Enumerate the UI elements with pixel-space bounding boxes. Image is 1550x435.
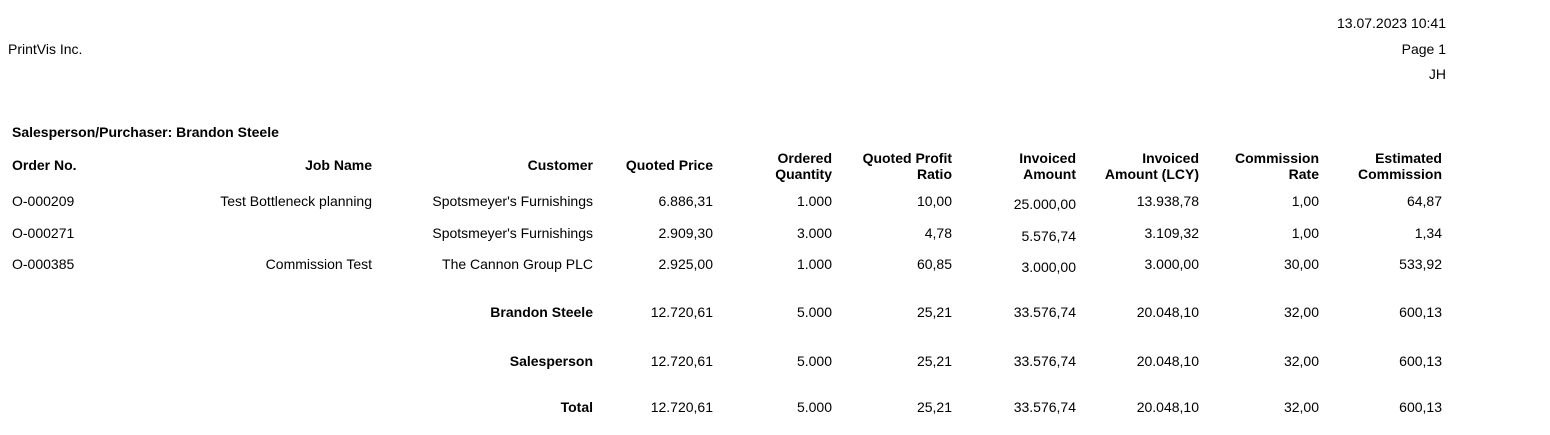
company-name: PrintVis Inc. (8, 41, 83, 57)
col-header-estimated-commission-line2: Commission (1357, 166, 1442, 182)
total-ordered-quantity: 5.000 (796, 304, 832, 320)
col-header-commission-rate: Commission Rate (1235, 150, 1319, 182)
col-header-invoiced-amount-lcy-line2: Amount (LCY) (1104, 166, 1199, 182)
total-estimated-commission: 600,13 (1399, 399, 1442, 415)
col-header-estimated-commission: Estimated Commission (1358, 150, 1442, 182)
cell-invoiced-amount: 3.000,00 (1021, 259, 1077, 275)
col-header-ordered-quantity: Ordered Quantity (775, 150, 832, 182)
total-estimated-commission: 600,13 (1399, 304, 1442, 320)
cell-quoted-price: 6.886,31 (658, 193, 714, 209)
total-invoiced-amount: 33.576,74 (1013, 304, 1076, 320)
total-quoted-profit-ratio: 25,21 (916, 353, 952, 369)
cell-invoiced-amount-lcy: 13.938,78 (1136, 193, 1199, 209)
col-header-quoted-profit-ratio: Quoted Profit Ratio (863, 150, 952, 182)
page-number: Page 1 (1401, 41, 1446, 57)
cell-commission-rate: 1,00 (1291, 225, 1319, 241)
total-quoted-price: 12.720,61 (650, 353, 713, 369)
cell-customer: Spotsmeyer's Furnishings (432, 225, 593, 241)
col-header-estimated-commission-line1: Estimated (1375, 150, 1442, 166)
total-quoted-profit-ratio: 25,21 (916, 304, 952, 320)
total-invoiced-amount: 33.576,74 (1013, 399, 1076, 415)
cell-order-no: O-000271 (12, 225, 75, 241)
total-invoiced-amount-lcy: 20.048,10 (1136, 399, 1199, 415)
col-header-invoiced-amount-lcy-line1: Invoiced (1142, 150, 1199, 166)
col-header-job-name: Job Name (305, 157, 372, 173)
col-header-invoiced-amount-line1: Invoiced (1019, 150, 1076, 166)
cell-estimated-commission: 533,92 (1399, 256, 1442, 272)
total-commission-rate: 32,00 (1283, 304, 1319, 320)
total-label: Salesperson (509, 353, 593, 369)
cell-quoted-profit-ratio: 4,78 (924, 225, 952, 241)
cell-commission-rate: 30,00 (1283, 256, 1319, 272)
col-header-customer: Customer (527, 157, 593, 173)
cell-invoiced-amount: 25.000,00 (1013, 196, 1076, 212)
total-commission-rate: 32,00 (1283, 399, 1319, 415)
cell-estimated-commission: 64,87 (1406, 193, 1442, 209)
cell-invoiced-amount-lcy: 3.109,32 (1144, 225, 1200, 241)
col-header-quoted-profit-ratio-line2: Ratio (917, 166, 952, 182)
cell-customer: The Cannon Group PLC (442, 256, 593, 272)
total-ordered-quantity: 5.000 (796, 399, 832, 415)
cell-job-name: Test Bottleneck planning (220, 193, 372, 209)
col-header-ordered-quantity-line1: Ordered (777, 150, 832, 166)
cell-invoiced-amount: 5.576,74 (1021, 228, 1077, 244)
cell-order-no: O-000385 (12, 256, 75, 272)
total-quoted-profit-ratio: 25,21 (916, 399, 952, 415)
cell-invoiced-amount-lcy: 3.000,00 (1144, 256, 1200, 272)
cell-customer: Spotsmeyer's Furnishings (432, 193, 593, 209)
cell-quoted-price: 2.909,30 (658, 225, 714, 241)
cell-commission-rate: 1,00 (1291, 193, 1319, 209)
col-header-order-no: Order No. (12, 157, 77, 173)
salesperson-group-title: Salesperson/Purchaser: Brandon Steele (12, 124, 279, 140)
cell-quoted-profit-ratio: 10,00 (916, 193, 952, 209)
total-estimated-commission: 600,13 (1399, 353, 1442, 369)
total-label: Brandon Steele (490, 304, 593, 320)
cell-ordered-quantity: 1.000 (796, 256, 832, 272)
cell-job-name: Commission Test (265, 256, 372, 272)
cell-quoted-profit-ratio: 60,85 (916, 256, 952, 272)
report-datetime: 13.07.2023 10:41 (1337, 15, 1446, 31)
user-initials: JH (1428, 66, 1446, 82)
total-quoted-price: 12.720,61 (650, 304, 713, 320)
cell-estimated-commission: 1,34 (1414, 225, 1442, 241)
col-header-commission-rate-line1: Commission (1234, 150, 1319, 166)
col-header-commission-rate-line2: Rate (1288, 166, 1319, 182)
total-commission-rate: 32,00 (1283, 353, 1319, 369)
total-invoiced-amount-lcy: 20.048,10 (1136, 353, 1199, 369)
total-invoiced-amount-lcy: 20.048,10 (1136, 304, 1199, 320)
total-ordered-quantity: 5.000 (796, 353, 832, 369)
cell-order-no: O-000209 (12, 193, 75, 209)
col-header-quoted-price: Quoted Price (625, 157, 713, 173)
cell-ordered-quantity: 3.000 (796, 225, 832, 241)
total-label: Total (560, 399, 593, 415)
col-header-ordered-quantity-line2: Quantity (775, 166, 832, 182)
total-quoted-price: 12.720,61 (650, 399, 713, 415)
cell-ordered-quantity: 1.000 (796, 193, 832, 209)
cell-quoted-price: 2.925,00 (658, 256, 714, 272)
total-invoiced-amount: 33.576,74 (1013, 353, 1076, 369)
col-header-quoted-profit-ratio-line1: Quoted Profit (862, 150, 952, 166)
col-header-invoiced-amount: Invoiced Amount (1019, 150, 1076, 182)
col-header-invoiced-amount-lcy: Invoiced Amount (LCY) (1105, 150, 1199, 182)
col-header-invoiced-amount-line2: Amount (1023, 166, 1076, 182)
